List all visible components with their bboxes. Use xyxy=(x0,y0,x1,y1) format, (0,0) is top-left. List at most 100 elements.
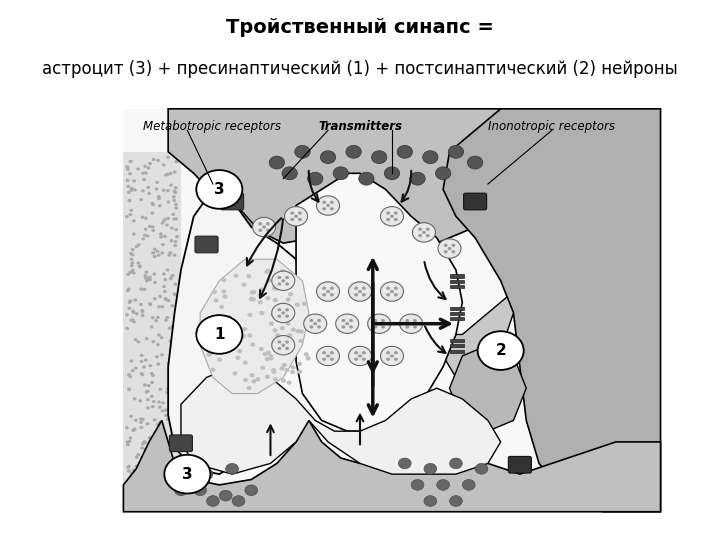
Circle shape xyxy=(126,165,130,168)
Circle shape xyxy=(151,405,155,408)
Circle shape xyxy=(156,423,160,426)
Circle shape xyxy=(157,333,161,336)
Circle shape xyxy=(164,454,168,457)
Circle shape xyxy=(128,271,132,274)
Circle shape xyxy=(163,297,168,300)
Circle shape xyxy=(341,319,346,322)
Circle shape xyxy=(274,287,279,291)
Circle shape xyxy=(133,338,138,341)
Circle shape xyxy=(173,190,176,193)
Bar xyxy=(449,349,464,353)
Circle shape xyxy=(176,345,179,348)
Circle shape xyxy=(125,215,129,218)
Circle shape xyxy=(158,388,162,391)
Circle shape xyxy=(127,185,130,188)
Circle shape xyxy=(161,252,164,255)
Circle shape xyxy=(277,315,282,318)
Circle shape xyxy=(290,370,295,374)
Circle shape xyxy=(140,373,145,376)
Circle shape xyxy=(394,351,397,354)
Circle shape xyxy=(175,235,179,238)
Circle shape xyxy=(197,170,243,209)
Circle shape xyxy=(174,485,187,496)
Circle shape xyxy=(265,357,270,361)
Circle shape xyxy=(168,340,172,343)
Circle shape xyxy=(162,164,166,166)
Bar xyxy=(449,307,464,310)
Circle shape xyxy=(228,330,233,335)
Circle shape xyxy=(394,212,397,215)
Text: 2: 2 xyxy=(495,343,506,358)
Circle shape xyxy=(282,363,287,367)
Circle shape xyxy=(158,422,161,425)
Circle shape xyxy=(156,159,160,162)
Circle shape xyxy=(146,406,150,409)
Circle shape xyxy=(289,314,294,319)
Circle shape xyxy=(170,369,174,372)
Circle shape xyxy=(139,198,143,201)
Circle shape xyxy=(165,224,169,227)
Circle shape xyxy=(144,448,148,451)
Circle shape xyxy=(130,319,133,322)
Polygon shape xyxy=(168,109,552,243)
Circle shape xyxy=(150,395,153,398)
Circle shape xyxy=(145,271,148,274)
Circle shape xyxy=(436,167,451,180)
Circle shape xyxy=(156,433,160,436)
Circle shape xyxy=(348,346,372,366)
Circle shape xyxy=(285,308,289,312)
Circle shape xyxy=(130,258,133,261)
Circle shape xyxy=(166,418,170,421)
Circle shape xyxy=(297,362,302,366)
Circle shape xyxy=(142,366,146,369)
Circle shape xyxy=(266,350,271,355)
Circle shape xyxy=(127,465,131,468)
Circle shape xyxy=(169,239,174,242)
Circle shape xyxy=(139,417,143,421)
Polygon shape xyxy=(443,109,660,512)
FancyBboxPatch shape xyxy=(220,193,243,210)
Circle shape xyxy=(126,167,130,171)
Circle shape xyxy=(219,305,224,309)
Circle shape xyxy=(323,287,326,290)
Circle shape xyxy=(290,212,294,215)
Circle shape xyxy=(348,282,372,301)
Circle shape xyxy=(333,167,348,180)
Circle shape xyxy=(413,319,417,322)
Circle shape xyxy=(171,397,175,401)
Circle shape xyxy=(413,222,436,242)
Circle shape xyxy=(386,287,390,290)
Circle shape xyxy=(174,293,177,296)
Bar xyxy=(449,344,464,347)
Circle shape xyxy=(140,314,145,317)
Circle shape xyxy=(125,441,130,444)
Circle shape xyxy=(140,372,143,375)
Circle shape xyxy=(307,172,323,185)
Circle shape xyxy=(277,276,282,279)
Circle shape xyxy=(166,200,171,204)
Circle shape xyxy=(251,379,256,383)
Circle shape xyxy=(330,287,334,290)
Circle shape xyxy=(162,272,166,275)
Circle shape xyxy=(294,302,300,307)
Circle shape xyxy=(220,490,232,501)
Circle shape xyxy=(285,340,289,343)
Circle shape xyxy=(224,342,229,347)
Circle shape xyxy=(148,162,152,165)
Circle shape xyxy=(171,449,175,451)
Circle shape xyxy=(285,321,291,326)
Circle shape xyxy=(132,397,137,401)
Circle shape xyxy=(330,351,334,354)
Circle shape xyxy=(168,398,172,401)
Circle shape xyxy=(266,228,270,232)
Circle shape xyxy=(174,203,178,206)
Circle shape xyxy=(166,299,171,302)
Circle shape xyxy=(444,250,448,253)
Circle shape xyxy=(227,315,232,319)
Circle shape xyxy=(368,314,391,333)
Polygon shape xyxy=(220,200,302,334)
Circle shape xyxy=(249,297,254,301)
Circle shape xyxy=(125,327,129,330)
Circle shape xyxy=(288,292,293,296)
Circle shape xyxy=(410,172,426,185)
